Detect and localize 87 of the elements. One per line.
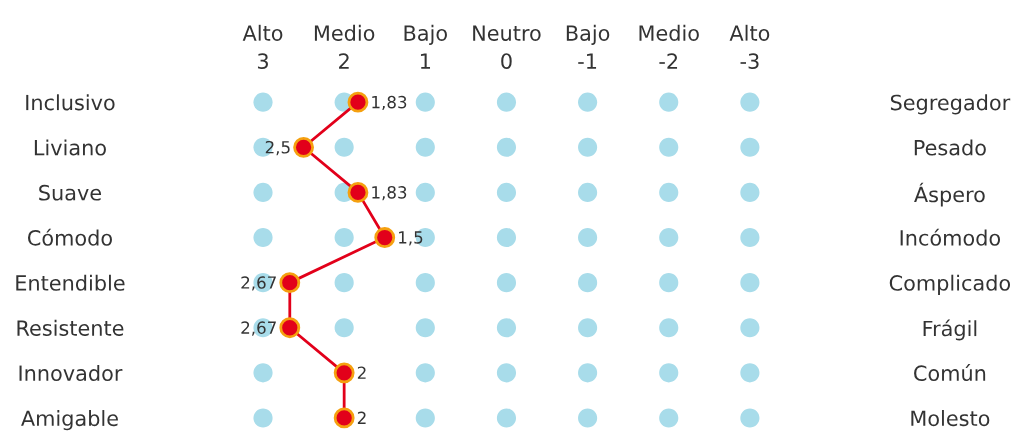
point bbox=[578, 92, 598, 112]
y2-tick-label: Incómodo bbox=[900, 228, 1001, 246]
point bbox=[415, 363, 435, 383]
point bbox=[334, 137, 354, 157]
data-label: 2 bbox=[357, 411, 366, 424]
x-tick-label: Medio -2 bbox=[639, 24, 699, 69]
point bbox=[334, 227, 354, 248]
point bbox=[253, 227, 273, 248]
point bbox=[740, 227, 760, 248]
point bbox=[415, 318, 435, 338]
point bbox=[253, 408, 273, 428]
point bbox=[659, 227, 679, 248]
point bbox=[659, 318, 679, 338]
y-tick-label: Resistente bbox=[17, 319, 124, 336]
point bbox=[659, 137, 679, 157]
point bbox=[659, 408, 679, 428]
y2-tick-label: Pesado bbox=[914, 139, 986, 156]
point bbox=[334, 318, 354, 338]
point bbox=[415, 92, 435, 112]
y2-tick-label: Áspero bbox=[914, 182, 985, 207]
point bbox=[578, 137, 598, 157]
point bbox=[279, 317, 301, 339]
point bbox=[659, 273, 679, 293]
y2-tick-label: Molesto bbox=[911, 410, 990, 427]
point bbox=[578, 363, 598, 383]
data-label: 1,83 bbox=[372, 186, 407, 201]
point bbox=[740, 408, 760, 428]
point bbox=[740, 363, 760, 383]
point bbox=[496, 318, 517, 338]
y-tick-label: Innovador bbox=[19, 364, 123, 382]
point bbox=[496, 363, 517, 383]
data-label: 2,67 bbox=[241, 321, 276, 336]
point bbox=[740, 318, 760, 338]
y2-tick-label: Frágil bbox=[923, 319, 977, 341]
point bbox=[496, 227, 517, 248]
point bbox=[496, 182, 517, 202]
point bbox=[333, 407, 355, 429]
point bbox=[578, 318, 598, 338]
y2-tick-label: Común bbox=[914, 364, 986, 382]
x-tick-label: Neutro 0 bbox=[473, 25, 541, 69]
point bbox=[659, 363, 679, 383]
x-tick-label: Alto 3 bbox=[242, 24, 283, 69]
point bbox=[279, 272, 301, 294]
point bbox=[253, 92, 273, 112]
point bbox=[347, 181, 369, 203]
point bbox=[740, 92, 760, 112]
x-tick-label: Alto -3 bbox=[729, 24, 770, 69]
x-tick-label: Bajo -1 bbox=[566, 24, 610, 69]
point bbox=[740, 137, 760, 157]
y2-tick-label: Complicado bbox=[889, 274, 1011, 295]
y-tick-label: Inclusivo bbox=[26, 94, 115, 111]
data-label: 1,5 bbox=[399, 231, 423, 246]
x-tick-label: Bajo 1 bbox=[404, 24, 447, 69]
point bbox=[659, 182, 679, 202]
y2-tick-label: Segregador bbox=[890, 94, 1011, 115]
point bbox=[496, 137, 517, 157]
point bbox=[496, 92, 517, 112]
point bbox=[374, 227, 396, 248]
data-label: 2,5 bbox=[265, 140, 290, 156]
point bbox=[333, 362, 355, 384]
y-tick-label: Amigable bbox=[21, 410, 118, 431]
point bbox=[415, 137, 435, 157]
point bbox=[578, 227, 598, 248]
point bbox=[496, 408, 517, 428]
point bbox=[740, 182, 760, 202]
x-tick-label: Medio 2 bbox=[314, 24, 375, 69]
data-label: 2,67 bbox=[241, 276, 276, 291]
y-tick-label: Cómodo bbox=[27, 228, 112, 246]
point bbox=[293, 136, 315, 158]
point bbox=[578, 408, 598, 428]
point bbox=[740, 273, 760, 293]
y-tick-label: Liviano bbox=[34, 139, 106, 156]
point bbox=[415, 273, 435, 293]
point bbox=[578, 273, 598, 293]
point bbox=[347, 91, 369, 113]
data-label: 2 bbox=[357, 366, 366, 379]
point bbox=[415, 182, 435, 202]
point bbox=[334, 273, 354, 293]
point bbox=[659, 92, 679, 112]
point bbox=[253, 363, 273, 383]
y-tick-label: Suave bbox=[39, 184, 102, 201]
y-tick-label: Entendible bbox=[16, 274, 125, 291]
point bbox=[415, 408, 435, 428]
point bbox=[496, 273, 517, 293]
point bbox=[253, 182, 273, 202]
point bbox=[578, 182, 598, 202]
data-label: 1,83 bbox=[372, 95, 407, 111]
